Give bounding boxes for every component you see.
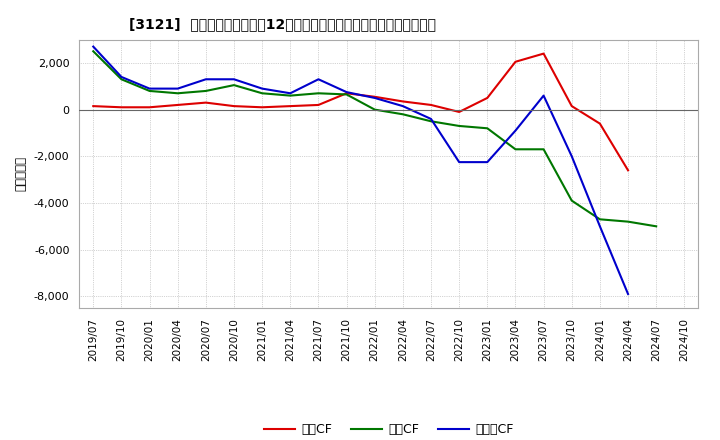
営業CF (230, 103, 238, 109)
Line: フリーCF: フリーCF (94, 47, 628, 294)
フリーCF (567, 154, 576, 159)
フリーCF (595, 224, 604, 229)
フリーCF (455, 159, 464, 165)
投資CF (567, 198, 576, 203)
フリーCF (539, 93, 548, 98)
投資CF (286, 93, 294, 98)
フリーCF (145, 86, 154, 91)
営業CF (483, 95, 492, 101)
営業CF (539, 51, 548, 56)
投資CF (89, 49, 98, 54)
投資CF (145, 88, 154, 94)
投資CF (314, 91, 323, 96)
営業CF (174, 103, 182, 108)
営業CF (567, 103, 576, 109)
フリーCF (370, 95, 379, 101)
投資CF (230, 82, 238, 88)
フリーCF (258, 86, 266, 91)
フリーCF (399, 103, 408, 109)
Line: 営業CF: 営業CF (94, 54, 628, 170)
投資CF (342, 92, 351, 97)
営業CF (117, 105, 126, 110)
投資CF (483, 126, 492, 131)
投資CF (595, 216, 604, 222)
投資CF (652, 224, 660, 229)
営業CF (89, 103, 98, 109)
営業CF (202, 100, 210, 105)
投資CF (258, 91, 266, 96)
投資CF (202, 88, 210, 94)
フリーCF (89, 44, 98, 49)
投資CF (624, 219, 632, 224)
フリーCF (342, 89, 351, 95)
営業CF (145, 105, 154, 110)
フリーCF (286, 91, 294, 96)
Legend: 営業CF, 投資CF, フリーCF: 営業CF, 投資CF, フリーCF (258, 418, 519, 440)
フリーCF (511, 128, 520, 133)
投資CF (117, 77, 126, 82)
Text: [3121]  キャッシュフローの12か月移動合計の対前年同期増減額の推移: [3121] キャッシュフローの12か月移動合計の対前年同期増減額の推移 (129, 18, 436, 32)
営業CF (511, 59, 520, 64)
フリーCF (624, 291, 632, 297)
営業CF (427, 103, 436, 108)
フリーCF (427, 116, 436, 121)
Line: 投資CF: 投資CF (94, 51, 656, 226)
投資CF (539, 147, 548, 152)
フリーCF (174, 86, 182, 91)
投資CF (399, 112, 408, 117)
営業CF (455, 109, 464, 114)
営業CF (399, 99, 408, 104)
営業CF (370, 94, 379, 99)
営業CF (258, 105, 266, 110)
投資CF (370, 107, 379, 112)
フリーCF (483, 159, 492, 165)
営業CF (624, 168, 632, 173)
営業CF (314, 103, 323, 108)
フリーCF (202, 77, 210, 82)
投資CF (511, 147, 520, 152)
営業CF (342, 91, 351, 96)
Y-axis label: （百万円）: （百万円） (14, 156, 27, 191)
営業CF (595, 121, 604, 126)
フリーCF (117, 74, 126, 80)
フリーCF (314, 77, 323, 82)
投資CF (455, 123, 464, 128)
フリーCF (230, 77, 238, 82)
営業CF (286, 103, 294, 109)
投資CF (427, 119, 436, 124)
投資CF (174, 91, 182, 96)
